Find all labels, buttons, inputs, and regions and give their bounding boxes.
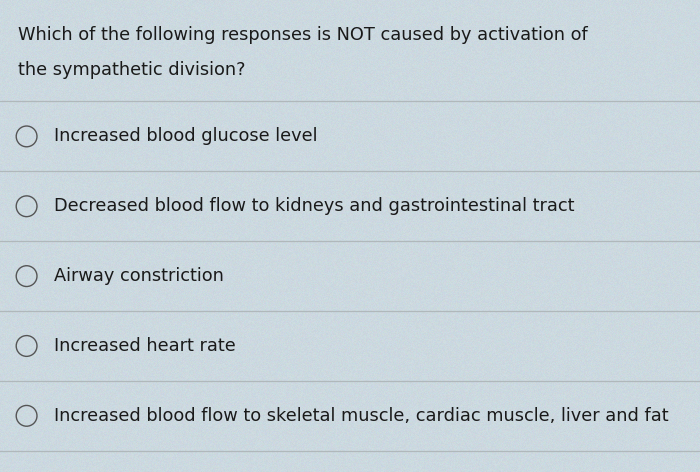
Text: Increased heart rate: Increased heart rate xyxy=(55,337,236,355)
Text: Which of the following responses is NOT caused by activation of: Which of the following responses is NOT … xyxy=(18,26,587,44)
Text: the sympathetic division?: the sympathetic division? xyxy=(18,61,245,79)
Text: Increased blood flow to skeletal muscle, cardiac muscle, liver and fat: Increased blood flow to skeletal muscle,… xyxy=(55,407,669,425)
Text: Increased blood glucose level: Increased blood glucose level xyxy=(55,127,318,145)
Text: Decreased blood flow to kidneys and gastrointestinal tract: Decreased blood flow to kidneys and gast… xyxy=(55,197,575,215)
Text: Airway constriction: Airway constriction xyxy=(55,267,225,285)
